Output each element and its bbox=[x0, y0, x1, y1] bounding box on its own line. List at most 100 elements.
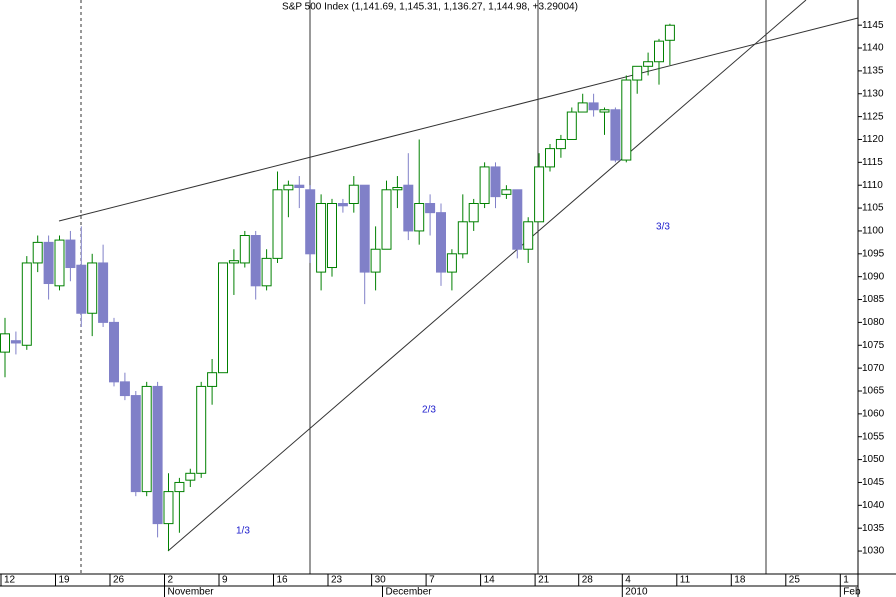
candle-body bbox=[512, 189, 523, 250]
candle-body bbox=[479, 166, 490, 204]
y-tick-label: 1065 bbox=[862, 386, 885, 397]
candle-body bbox=[643, 61, 654, 67]
candle-body bbox=[316, 202, 327, 273]
candle-body bbox=[283, 184, 294, 191]
candle-body bbox=[436, 212, 446, 273]
candle-body bbox=[98, 262, 109, 323]
y-tick-label: 1085 bbox=[862, 294, 885, 305]
candle-body bbox=[599, 109, 610, 113]
candle-body bbox=[370, 248, 381, 273]
y-tick-label: 1090 bbox=[862, 271, 885, 282]
x-tick-label: 12 bbox=[4, 575, 16, 586]
y-tick-label: 1080 bbox=[862, 317, 885, 328]
y-tick-label: 1125 bbox=[862, 111, 884, 122]
candle-body bbox=[76, 264, 87, 314]
candle-body bbox=[10, 340, 21, 344]
month-label: 2010 bbox=[625, 587, 648, 597]
x-tick-label: 18 bbox=[734, 575, 746, 586]
candle-body bbox=[239, 235, 250, 264]
candle-body bbox=[207, 372, 218, 387]
x-tick-label: 25 bbox=[789, 575, 801, 586]
candle-body bbox=[632, 65, 643, 81]
candle-body bbox=[468, 202, 479, 223]
candle-body bbox=[294, 184, 305, 188]
candle-body bbox=[654, 40, 664, 63]
candle-body bbox=[414, 202, 425, 232]
candle-body bbox=[163, 491, 174, 525]
candle-body bbox=[359, 184, 370, 273]
candle-body bbox=[43, 241, 54, 285]
candle-body bbox=[119, 381, 130, 397]
candle-body bbox=[0, 333, 10, 353]
candle-body bbox=[457, 221, 468, 255]
y-tick-label: 1120 bbox=[862, 134, 884, 145]
candle-body bbox=[534, 166, 545, 223]
candle-body bbox=[501, 189, 512, 195]
candle-body bbox=[250, 235, 261, 287]
candle-body bbox=[32, 241, 43, 264]
candle-body bbox=[218, 262, 228, 374]
y-tick-label: 1095 bbox=[862, 248, 885, 259]
candle-body bbox=[228, 260, 239, 264]
chart-title: S&P 500 Index (1,141.69, 1,145.31, 1,136… bbox=[282, 2, 578, 13]
candle-body bbox=[141, 385, 152, 493]
y-tick-label: 1040 bbox=[862, 500, 885, 511]
candle-body bbox=[621, 79, 632, 161]
x-tick-label: 9 bbox=[222, 575, 228, 586]
y-tick-label: 1045 bbox=[862, 477, 885, 488]
candle-body bbox=[588, 102, 599, 111]
y-tick-label: 1055 bbox=[862, 431, 885, 442]
y-tick-label: 1050 bbox=[862, 454, 885, 465]
y-tick-label: 1030 bbox=[862, 546, 885, 557]
x-tick-label: 4 bbox=[625, 575, 631, 586]
candle-body bbox=[566, 111, 577, 140]
candle-body bbox=[392, 186, 403, 191]
month-label: Feb bbox=[843, 587, 861, 597]
x-tick-label: 30 bbox=[375, 575, 387, 586]
lower-trendline bbox=[167, 0, 807, 552]
candle-body bbox=[348, 184, 359, 204]
annotation: 2/3 bbox=[422, 405, 436, 416]
annotation: 3/3 bbox=[656, 222, 670, 233]
candle-body bbox=[185, 472, 196, 481]
x-tick-label: 28 bbox=[582, 575, 594, 586]
candle-body bbox=[523, 221, 534, 250]
candle-body bbox=[545, 148, 555, 168]
x-tick-label: 16 bbox=[277, 575, 289, 586]
x-tick-label: 2 bbox=[168, 575, 174, 586]
month-label: December bbox=[386, 587, 433, 597]
candle-body bbox=[337, 202, 348, 207]
candle-body bbox=[174, 481, 185, 493]
x-tick-label: 11 bbox=[680, 575, 691, 586]
candle-body bbox=[272, 189, 283, 259]
x-tick-label: 21 bbox=[538, 575, 550, 586]
candle-body bbox=[54, 239, 65, 287]
candle-body bbox=[87, 262, 98, 314]
upper-trendline bbox=[58, 17, 859, 222]
y-tick-label: 1110 bbox=[862, 180, 883, 191]
y-tick-label: 1130 bbox=[862, 88, 884, 99]
y-tick-label: 1070 bbox=[862, 363, 885, 374]
y-tick-label: 1115 bbox=[862, 157, 883, 168]
y-tick-label: 1140 bbox=[862, 43, 884, 54]
month-label: November bbox=[168, 587, 215, 597]
y-tick-label: 1100 bbox=[862, 226, 884, 237]
candle-body bbox=[403, 184, 414, 232]
candle-body bbox=[446, 253, 457, 273]
candle-body bbox=[261, 257, 272, 287]
candle-body bbox=[152, 385, 163, 525]
candle-body bbox=[610, 109, 621, 161]
x-tick-label: 14 bbox=[484, 575, 496, 586]
candle-body bbox=[490, 166, 501, 198]
candle-body bbox=[664, 24, 675, 41]
candle-body bbox=[425, 202, 436, 214]
candle-body bbox=[327, 202, 337, 269]
y-tick-label: 1035 bbox=[862, 523, 885, 534]
x-tick-label: 1 bbox=[843, 575, 849, 586]
candle-body bbox=[577, 102, 588, 113]
x-tick-label: 23 bbox=[331, 575, 343, 586]
candle-body bbox=[65, 239, 76, 269]
x-tick-label: 7 bbox=[429, 575, 435, 586]
